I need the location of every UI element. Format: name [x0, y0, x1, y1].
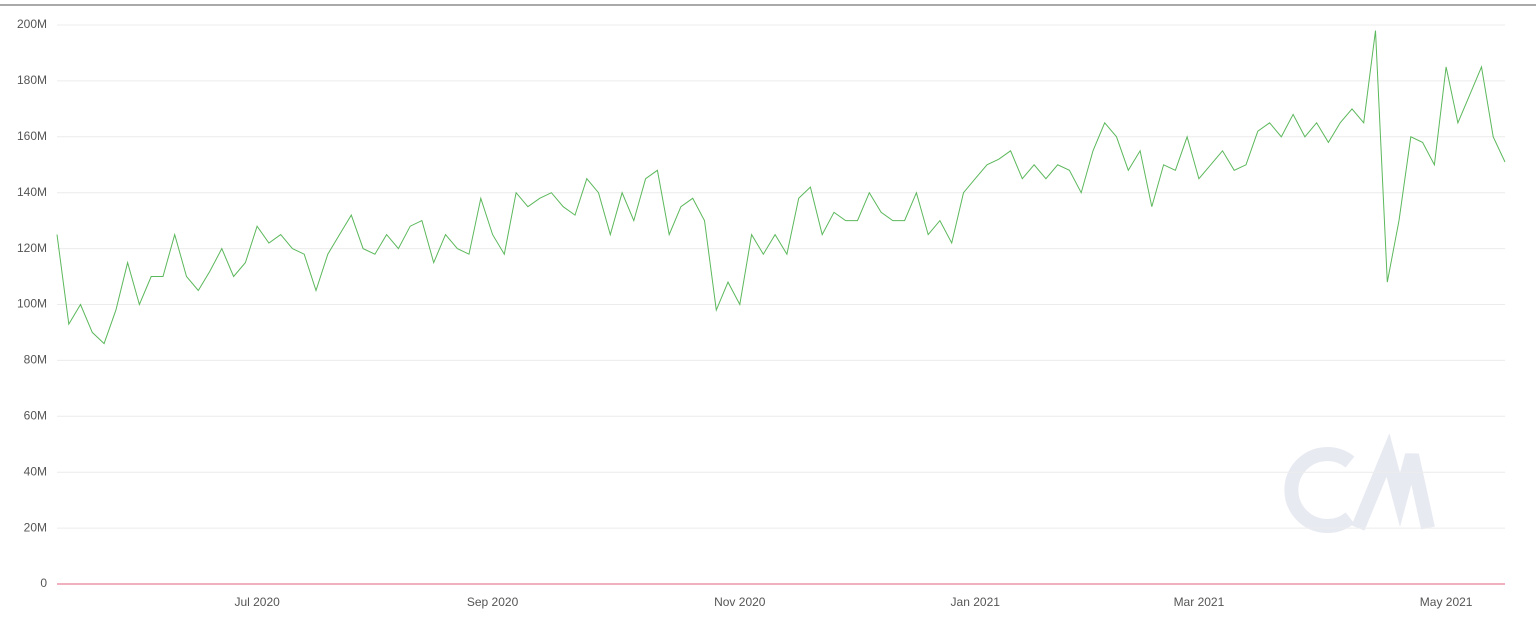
y-tick-label: 100M [17, 297, 47, 311]
watermark [1284, 433, 1435, 533]
x-tick-label: Jan 2021 [951, 595, 1001, 609]
x-tick-label: Mar 2021 [1174, 595, 1225, 609]
y-tick-label: 200M [17, 17, 47, 31]
y-tick-label: 180M [17, 73, 47, 87]
x-tick-label: Jul 2020 [234, 595, 280, 609]
y-tick-label: 20M [24, 520, 47, 534]
watermark-c [1284, 447, 1355, 533]
y-tick-label: 60M [24, 408, 47, 422]
x-tick-label: Sep 2020 [467, 595, 519, 609]
y-tick-label: 120M [17, 241, 47, 255]
y-tick-label: 40M [24, 464, 47, 478]
y-tick-label: 0 [40, 576, 47, 590]
y-tick-label: 160M [17, 129, 47, 143]
watermark-m [1351, 433, 1435, 531]
x-tick-label: May 2021 [1420, 595, 1473, 609]
y-tick-label: 80M [24, 353, 47, 367]
y-tick-label: 140M [17, 185, 47, 199]
x-tick-label: Nov 2020 [714, 595, 766, 609]
series-line [56, 30, 1506, 345]
